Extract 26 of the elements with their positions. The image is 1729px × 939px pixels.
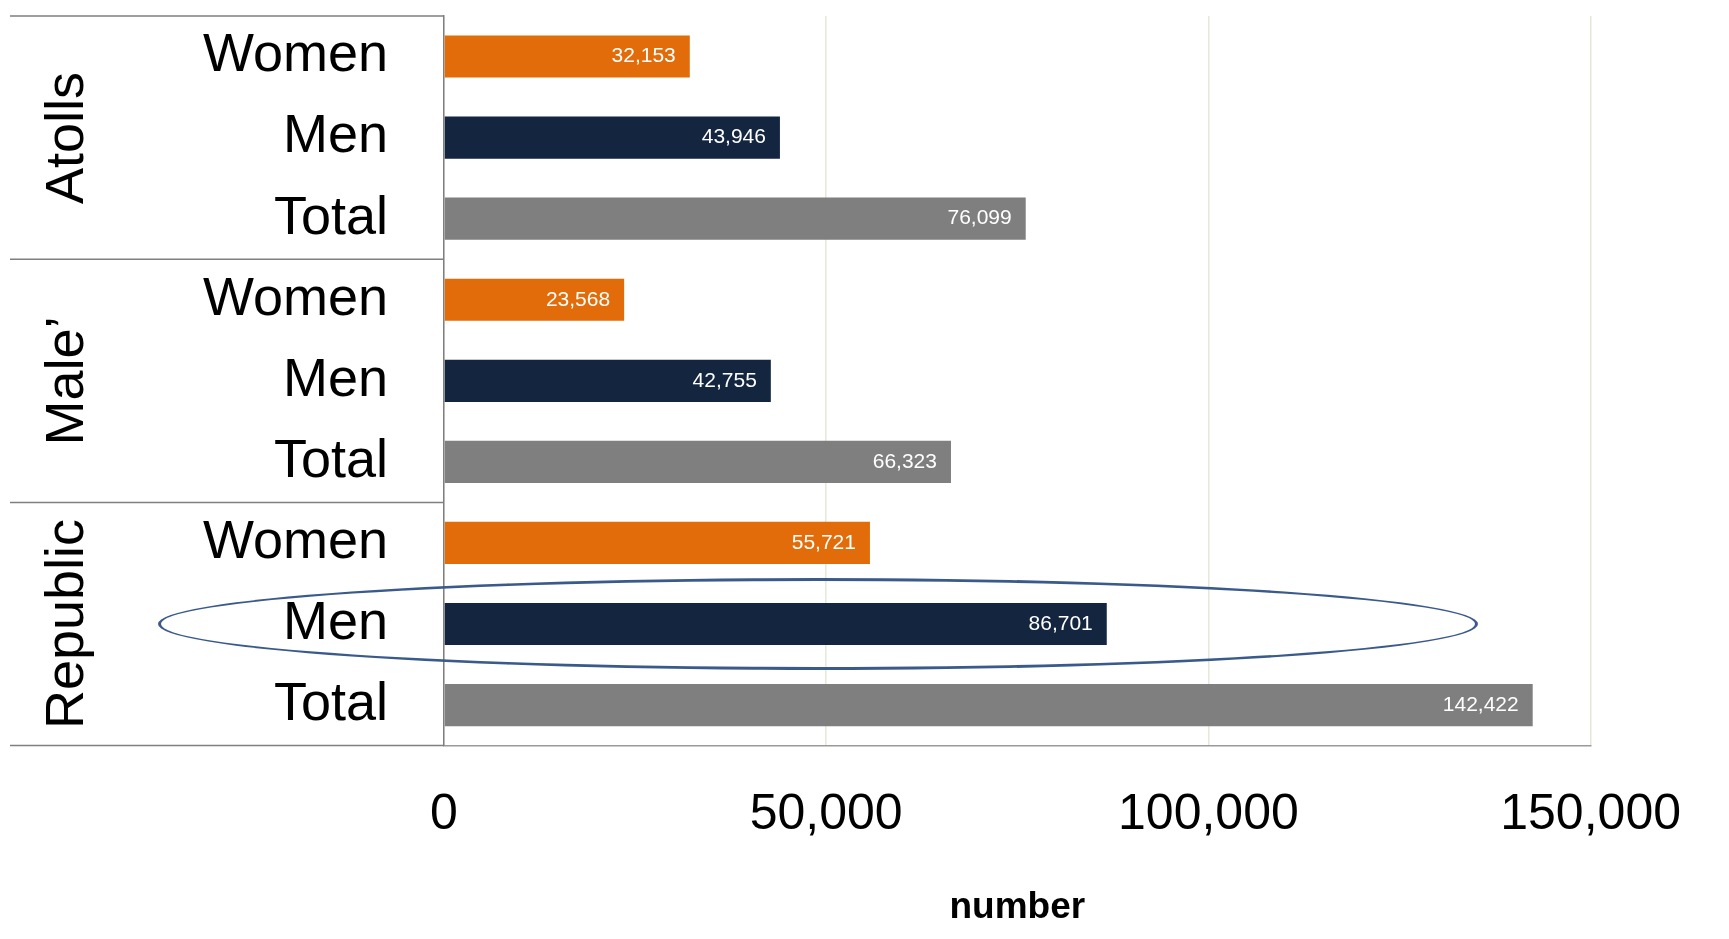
- x-axis-title: number: [949, 885, 1086, 926]
- text: Male’: [34, 316, 94, 446]
- x-tick-label: 50,000: [749, 784, 903, 841]
- y-tick-label: Women: [202, 508, 388, 569]
- y-tick-label: Women: [202, 22, 388, 83]
- y-tick-label: Men: [282, 346, 388, 407]
- data-label: 43,946: [701, 124, 766, 148]
- data-label: 76,099: [947, 205, 1012, 229]
- data-label: 86,701: [1028, 610, 1093, 634]
- y-tick-label: Total: [273, 184, 388, 245]
- data-label: 42,755: [692, 367, 757, 391]
- text: Republic: [34, 518, 94, 730]
- x-tick-label: 150,000: [1500, 784, 1682, 841]
- data-label: 32,153: [611, 43, 676, 67]
- data-label: 55,721: [791, 529, 856, 553]
- y-tick-label: Total: [273, 670, 388, 731]
- text: Atolls: [34, 71, 94, 204]
- y-tick-label: Total: [273, 427, 388, 488]
- y-tick-label: Men: [282, 589, 388, 650]
- y-tick-label: Men: [282, 103, 388, 164]
- y-tick-label: Women: [202, 265, 388, 326]
- data-label: 142,422: [1442, 691, 1519, 715]
- data-label: 23,568: [545, 286, 611, 310]
- data-label: 66,323: [872, 448, 937, 472]
- x-tick-label: 100,000: [1118, 784, 1299, 841]
- x-tick-label: 0: [430, 784, 458, 841]
